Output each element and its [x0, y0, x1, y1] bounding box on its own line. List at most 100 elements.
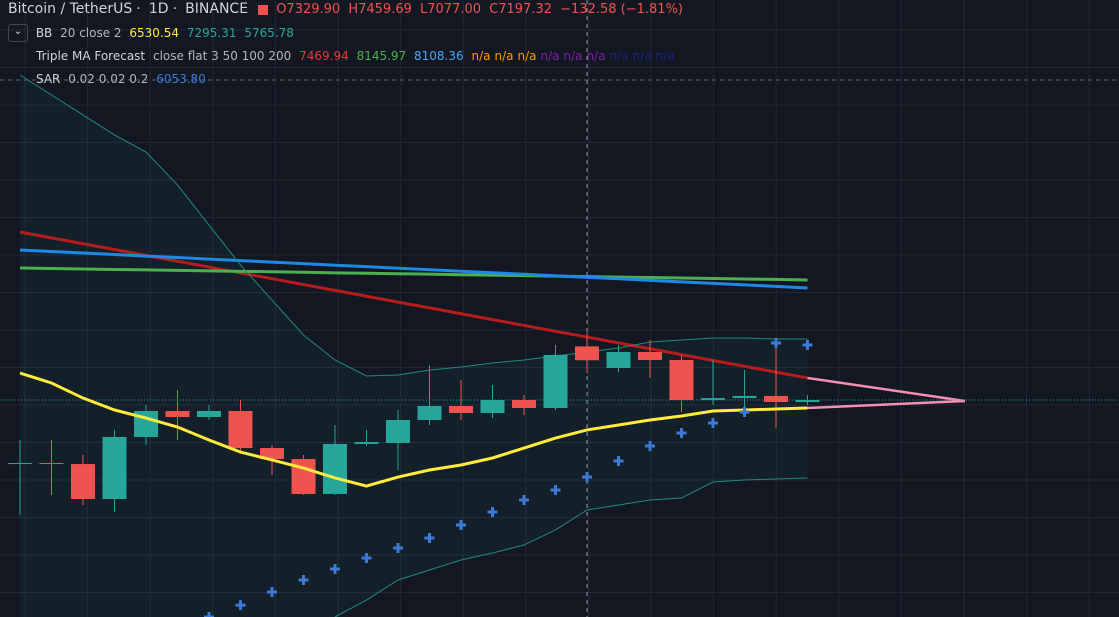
candle-body [8, 463, 32, 465]
sar-point [519, 495, 529, 506]
sar-cross [771, 338, 781, 349]
sar-point [613, 456, 624, 467]
sar-cross [676, 427, 687, 438]
bb-band [19, 74, 808, 377]
sar-cross [487, 506, 498, 517]
sar-cross [613, 456, 624, 467]
sar-point [330, 563, 340, 574]
na-item: n/a [471, 49, 491, 63]
sar-cross [393, 543, 403, 554]
na-item: n/a [494, 49, 514, 63]
sar-point [393, 543, 403, 554]
bb-name[interactable]: BB [35, 25, 53, 40]
forecast-line [807, 399, 966, 410]
na-item: n/a [586, 49, 606, 63]
sar-point [487, 506, 498, 517]
symbol[interactable]: Bitcoin / TetherUS [8, 1, 133, 17]
sar-point [267, 586, 277, 597]
sar-name[interactable]: SAR [36, 72, 61, 86]
na-item: n/a [655, 49, 675, 63]
sar-point [361, 552, 372, 563]
na-item: n/a [609, 49, 629, 63]
na-item: n/a [563, 49, 583, 63]
sar-point [802, 340, 813, 351]
ohlc-close: C7197.32 [489, 2, 553, 17]
candle-body [512, 400, 536, 408]
ma-value-2: 8145.97 [356, 49, 407, 63]
sar-point [582, 472, 592, 483]
candle-body [606, 352, 631, 369]
candle-body [638, 352, 662, 360]
candle-body [354, 441, 379, 444]
candle-body [386, 420, 410, 444]
ma-line [19, 266, 808, 282]
sar-cross [802, 340, 813, 351]
sar-value: 6053.80 [156, 72, 206, 86]
candle-body [291, 459, 316, 494]
forecast-line [807, 376, 966, 403]
ohlc-high: H7459.69 [348, 2, 412, 17]
ma-params: close flat 3 50 100 200 [152, 49, 292, 63]
candle-body [732, 395, 757, 399]
na-item: n/a [632, 49, 652, 63]
candle-body [260, 448, 284, 460]
ma-line [19, 248, 808, 290]
flag[interactable] [258, 4, 269, 15]
ma-name[interactable]: Triple MA Forecast [36, 49, 146, 63]
sar-cross [456, 520, 466, 531]
bb-basis-value: 6530.54 [129, 25, 180, 40]
candle-body [102, 436, 127, 499]
candle-body [449, 405, 473, 414]
ohlc-open: O7329.90 [276, 2, 341, 17]
candle-body [197, 411, 221, 417]
sar-point [645, 440, 655, 451]
candle-body [165, 411, 190, 417]
sar-cross [739, 406, 750, 417]
ma-value-3: 8108.36 [414, 49, 464, 63]
sar-point [739, 406, 750, 417]
sar-params: 0.02 0.02 0.2 [68, 72, 149, 86]
candle-body [480, 400, 505, 414]
bb-lower-value: 5765.78 [244, 25, 294, 40]
candle-body [323, 443, 347, 494]
candle-body [228, 411, 253, 449]
bb-fill [20, 75, 808, 617]
sar-point [298, 574, 309, 585]
candle-body [795, 400, 820, 403]
sar-cross [582, 472, 592, 483]
na-items: n/a n/a n/a n/a n/a n/a n/a n/a n/a [471, 49, 678, 63]
candle-body [701, 398, 725, 401]
sar-point [204, 612, 214, 617]
sar-point [771, 338, 781, 349]
bb-row: ⌄ BB 20 close 2 6530.54 7295.31 5765.78 [8, 24, 298, 42]
candle-body [543, 354, 568, 408]
bb-basis [19, 371, 808, 488]
candle-body [764, 395, 788, 403]
sar-cross [298, 574, 309, 585]
ma-row: Triple MA Forecast close flat 3 50 100 2… [36, 49, 683, 63]
sar-point [550, 485, 561, 496]
ohlc-low: L7077.00 [420, 2, 482, 17]
sar-point [235, 600, 246, 611]
sar-cross [204, 612, 214, 617]
sar-cross [519, 495, 529, 506]
sar-cross [708, 418, 718, 429]
sar-cross [550, 485, 561, 496]
candle-body [669, 359, 694, 401]
symbol-row: Bitcoin / TetherUS · 1D · BINANCE O7329.90… [8, 1, 684, 17]
interval[interactable]: 1D [148, 1, 169, 17]
collapse-button[interactable]: ⌄ [8, 24, 28, 42]
sar-cross [645, 440, 655, 451]
bb-band [334, 477, 808, 617]
ma-value-1: 7469.94 [299, 49, 349, 63]
sar-cross [361, 552, 372, 563]
sar-point [424, 533, 435, 544]
sar-point [676, 427, 687, 438]
sar-point [708, 418, 718, 429]
candle-body [39, 463, 64, 465]
bb-upper-value: 7295.31 [186, 25, 237, 40]
na-item: n/a [540, 49, 560, 63]
sar-cross [424, 533, 435, 544]
